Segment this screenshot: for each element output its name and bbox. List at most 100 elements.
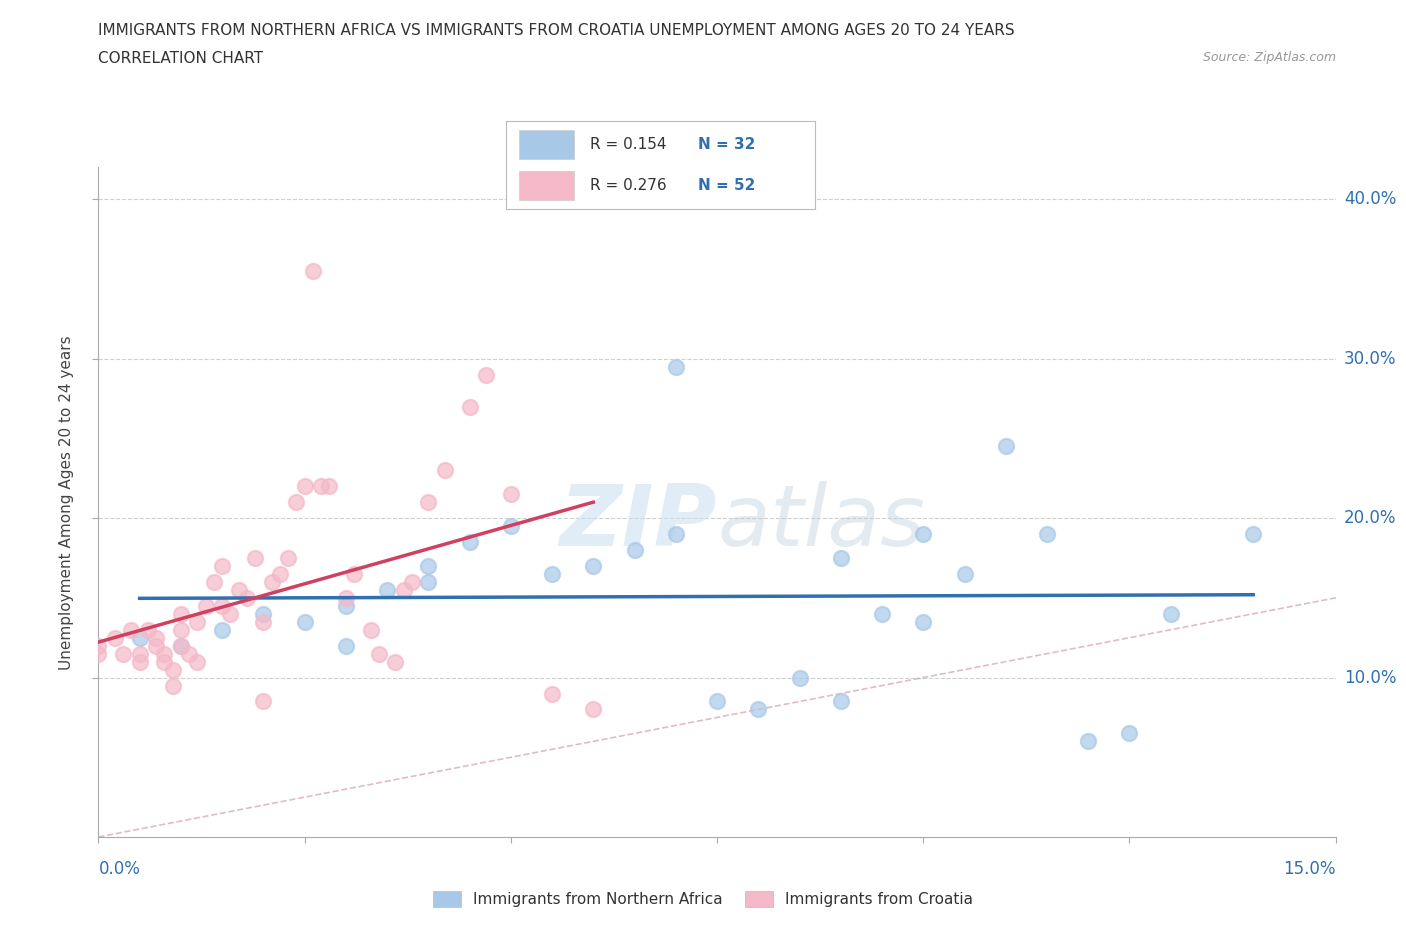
Point xyxy=(1036,526,1059,541)
Point xyxy=(211,622,233,637)
Point xyxy=(747,702,769,717)
Point xyxy=(375,582,398,597)
Point xyxy=(128,631,150,645)
Point xyxy=(269,566,291,581)
Point xyxy=(499,519,522,534)
Point xyxy=(706,694,728,709)
Text: N = 52: N = 52 xyxy=(697,178,755,193)
Text: 30.0%: 30.0% xyxy=(1344,350,1396,367)
Text: 40.0%: 40.0% xyxy=(1344,191,1396,208)
Point xyxy=(912,615,935,630)
Point xyxy=(170,638,193,653)
Point xyxy=(277,551,299,565)
Point xyxy=(260,575,283,590)
Bar xyxy=(519,130,574,159)
Text: 20.0%: 20.0% xyxy=(1344,509,1396,527)
Point xyxy=(418,495,440,510)
Point xyxy=(294,615,316,630)
Point xyxy=(243,551,266,565)
Point xyxy=(335,598,357,613)
Point xyxy=(623,542,645,557)
Point xyxy=(830,694,852,709)
Point xyxy=(499,486,522,501)
Point xyxy=(211,559,233,574)
Point xyxy=(153,646,176,661)
Point xyxy=(475,367,498,382)
Point xyxy=(302,263,325,278)
Point xyxy=(186,615,208,630)
Point xyxy=(228,582,250,597)
Point xyxy=(104,631,127,645)
Text: Source: ZipAtlas.com: Source: ZipAtlas.com xyxy=(1202,51,1336,64)
Point xyxy=(236,591,259,605)
Point xyxy=(582,702,605,717)
Point xyxy=(789,671,811,685)
Point xyxy=(433,463,456,478)
Point xyxy=(162,678,184,693)
Point xyxy=(665,526,688,541)
Point xyxy=(252,615,274,630)
Y-axis label: Unemployment Among Ages 20 to 24 years: Unemployment Among Ages 20 to 24 years xyxy=(59,335,75,670)
Point xyxy=(458,399,481,414)
Point xyxy=(343,566,366,581)
Point xyxy=(170,638,193,653)
Text: 10.0%: 10.0% xyxy=(1344,669,1396,686)
Point xyxy=(120,622,142,637)
Point xyxy=(458,535,481,550)
Point xyxy=(392,582,415,597)
Point xyxy=(367,646,389,661)
Point xyxy=(112,646,135,661)
Point xyxy=(219,606,242,621)
Point xyxy=(294,479,316,494)
Text: R = 0.154: R = 0.154 xyxy=(589,138,666,153)
Point xyxy=(384,654,406,669)
Point xyxy=(170,622,193,637)
Point xyxy=(145,638,167,653)
Text: ZIP: ZIP xyxy=(560,481,717,564)
Point xyxy=(335,591,357,605)
Point xyxy=(87,638,110,653)
Point xyxy=(541,566,564,581)
Point xyxy=(186,654,208,669)
Text: CORRELATION CHART: CORRELATION CHART xyxy=(98,51,263,66)
Point xyxy=(360,622,382,637)
Point xyxy=(541,686,564,701)
Point xyxy=(912,526,935,541)
Text: N = 32: N = 32 xyxy=(697,138,755,153)
Text: atlas: atlas xyxy=(717,481,925,564)
Point xyxy=(994,439,1017,454)
Text: 15.0%: 15.0% xyxy=(1284,860,1336,878)
Point xyxy=(665,359,688,374)
Point xyxy=(335,638,357,653)
Point xyxy=(1241,526,1264,541)
Text: 0.0%: 0.0% xyxy=(98,860,141,878)
Text: R = 0.276: R = 0.276 xyxy=(589,178,666,193)
Point xyxy=(136,622,159,637)
Point xyxy=(830,551,852,565)
Point xyxy=(582,559,605,574)
Point xyxy=(252,694,274,709)
Point xyxy=(401,575,423,590)
Point xyxy=(87,646,110,661)
Point xyxy=(153,654,176,669)
Point xyxy=(285,495,308,510)
Point xyxy=(870,606,893,621)
Point xyxy=(194,598,217,613)
Point xyxy=(179,646,201,661)
Point xyxy=(202,575,225,590)
Point xyxy=(1118,726,1140,741)
Point xyxy=(418,575,440,590)
Point xyxy=(252,606,274,621)
Point xyxy=(953,566,976,581)
Point xyxy=(1077,734,1099,749)
Point xyxy=(128,646,150,661)
Point xyxy=(145,631,167,645)
Point xyxy=(162,662,184,677)
Point xyxy=(318,479,340,494)
Point xyxy=(128,654,150,669)
Legend: Immigrants from Northern Africa, Immigrants from Croatia: Immigrants from Northern Africa, Immigra… xyxy=(427,884,979,913)
Bar xyxy=(519,171,574,201)
Point xyxy=(418,559,440,574)
Point xyxy=(309,479,332,494)
Text: IMMIGRANTS FROM NORTHERN AFRICA VS IMMIGRANTS FROM CROATIA UNEMPLOYMENT AMONG AG: IMMIGRANTS FROM NORTHERN AFRICA VS IMMIG… xyxy=(98,23,1015,38)
